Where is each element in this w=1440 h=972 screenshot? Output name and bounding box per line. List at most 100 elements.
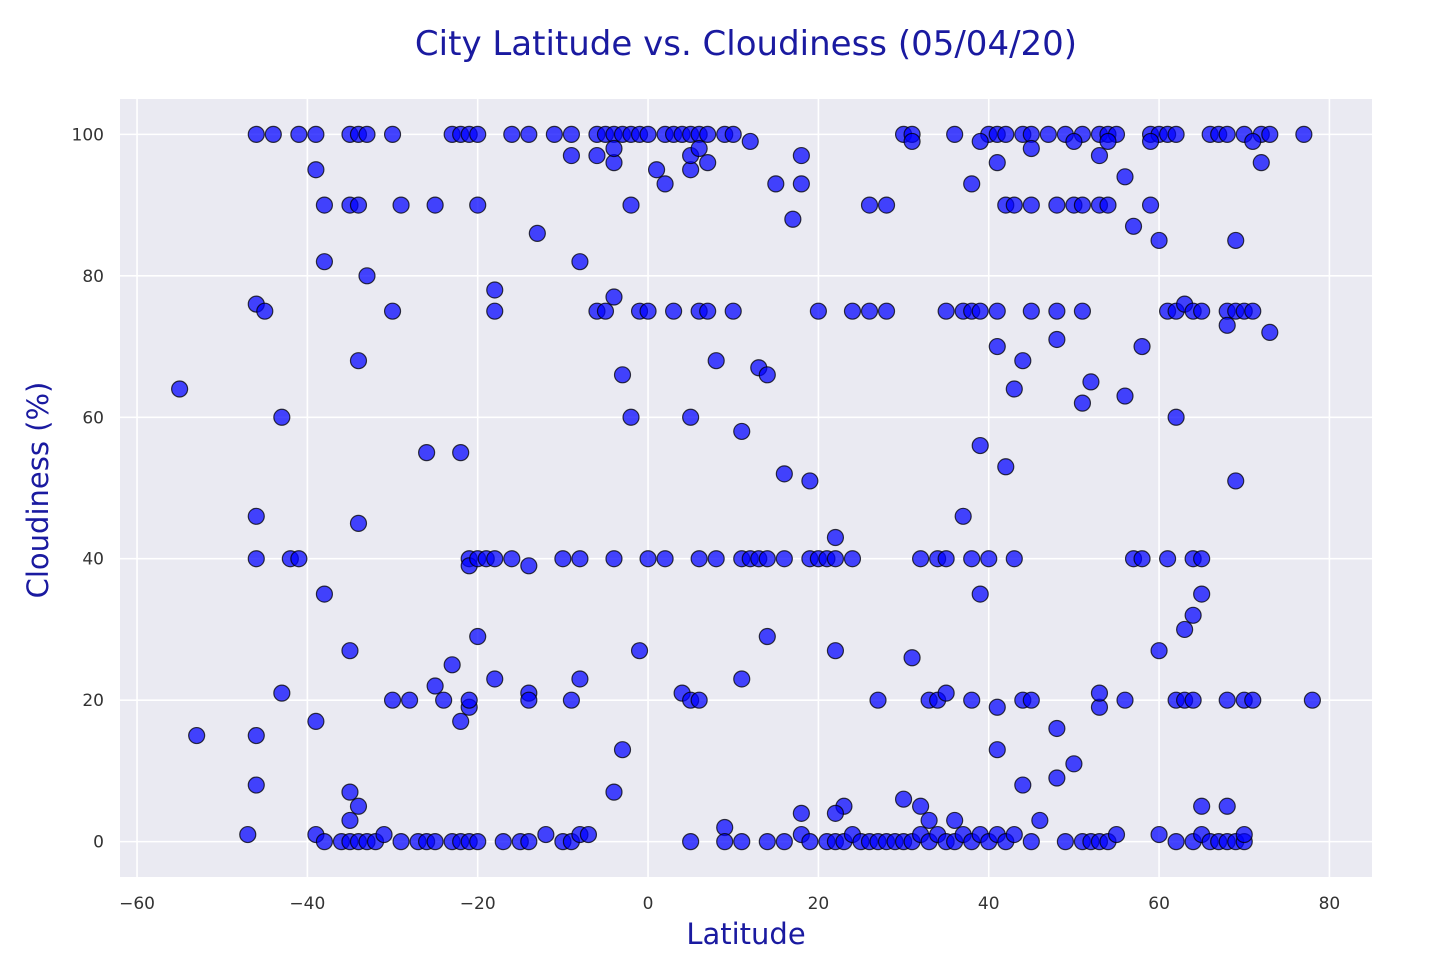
data-point <box>724 125 742 143</box>
data-point <box>1133 550 1151 568</box>
data-point <box>1124 217 1143 235</box>
chart-title: City Latitude vs. Cloudiness (05/04/20) <box>415 24 1077 64</box>
data-point <box>1048 196 1066 214</box>
data-point <box>971 302 989 320</box>
data-point <box>1022 302 1040 320</box>
data-point <box>724 302 742 320</box>
data-point <box>562 691 581 709</box>
data-point <box>894 790 913 808</box>
plot-background <box>120 99 1372 877</box>
data-point <box>911 797 930 815</box>
data-point <box>699 154 717 172</box>
data-point <box>792 804 810 822</box>
data-point <box>341 642 359 660</box>
data-point <box>1107 825 1126 844</box>
data-point <box>758 366 776 384</box>
data-point <box>682 408 700 426</box>
data-point <box>826 804 845 822</box>
data-point <box>1141 196 1160 214</box>
data-point <box>826 642 845 660</box>
data-point <box>622 408 640 426</box>
data-point <box>1116 691 1134 709</box>
x-tick-label: −20 <box>460 894 496 914</box>
data-point <box>707 352 725 370</box>
data-point <box>588 146 606 165</box>
data-point <box>903 132 921 151</box>
data-point <box>971 132 989 151</box>
data-point <box>920 811 938 830</box>
data-point <box>1261 125 1279 143</box>
data-point <box>392 196 410 214</box>
data-point <box>1167 125 1185 143</box>
data-point <box>605 550 623 568</box>
data-point <box>1099 196 1117 214</box>
data-point <box>290 125 308 143</box>
data-point <box>392 833 410 851</box>
data-point <box>341 811 359 830</box>
data-point <box>843 302 862 320</box>
data-point <box>716 833 734 851</box>
data-point <box>656 175 674 193</box>
data-point <box>988 337 1006 356</box>
data-point <box>528 224 546 242</box>
data-point <box>699 125 717 143</box>
data-point <box>988 302 1006 320</box>
data-point <box>1158 550 1177 568</box>
x-tick-label: 80 <box>1319 894 1341 914</box>
data-point <box>307 125 325 143</box>
data-point <box>682 833 700 851</box>
data-point <box>733 833 751 851</box>
data-point <box>1005 196 1023 214</box>
y-tick-label: 0 <box>93 833 104 853</box>
data-point <box>1150 231 1168 250</box>
data-point <box>639 550 657 568</box>
data-point <box>605 783 623 801</box>
data-point <box>486 281 504 299</box>
data-point <box>1073 196 1092 214</box>
data-point <box>315 253 334 271</box>
data-point <box>247 726 265 745</box>
data-point <box>358 125 376 143</box>
data-point <box>503 550 521 568</box>
data-point <box>1193 550 1211 568</box>
data-point <box>1218 797 1236 815</box>
data-point <box>877 196 896 214</box>
data-point <box>1048 330 1066 349</box>
data-point <box>1005 380 1023 398</box>
data-point <box>1167 833 1185 851</box>
data-point <box>469 196 487 214</box>
data-point <box>1227 472 1245 490</box>
data-point <box>273 684 291 702</box>
data-point <box>792 146 810 165</box>
data-point <box>1244 132 1262 151</box>
data-point <box>733 670 751 688</box>
data-point <box>469 125 487 143</box>
data-point <box>767 175 785 193</box>
y-axis-label: Cloudiness (%) <box>21 382 55 599</box>
data-point <box>656 550 674 568</box>
data-point <box>988 698 1006 716</box>
data-point <box>792 175 810 193</box>
data-point <box>188 726 206 745</box>
y-tick-label: 80 <box>82 267 104 287</box>
data-point <box>1193 797 1211 815</box>
data-point <box>1048 302 1066 320</box>
data-point <box>341 783 359 801</box>
data-point <box>1218 316 1236 334</box>
data-point <box>418 444 436 462</box>
data-point <box>971 436 989 455</box>
y-tick-label: 60 <box>82 408 104 428</box>
data-point <box>1244 691 1262 709</box>
data-point <box>1167 408 1185 426</box>
y-tick-label: 40 <box>82 550 104 570</box>
x-tick-label: 20 <box>808 894 830 914</box>
x-tick-label: 40 <box>978 894 1000 914</box>
data-point <box>520 125 538 143</box>
data-point <box>562 146 581 165</box>
data-point <box>954 507 972 525</box>
y-tick-labels: 0 20 40 60 80 100 <box>72 125 104 852</box>
data-point <box>963 691 981 709</box>
data-point <box>1022 139 1040 158</box>
data-point <box>1048 769 1066 787</box>
data-point <box>775 550 793 568</box>
